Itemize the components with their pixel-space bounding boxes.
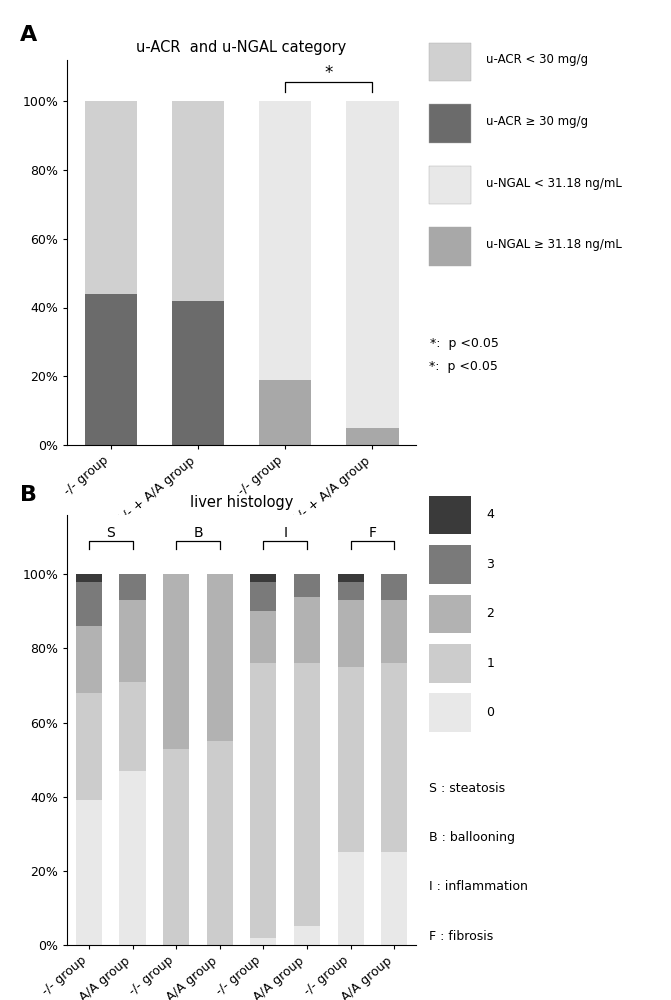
FancyBboxPatch shape	[429, 644, 470, 683]
Bar	[381, 663, 407, 852]
Bar	[172, 301, 224, 445]
Text: 3: 3	[486, 558, 495, 571]
Text: A: A	[20, 25, 38, 45]
Bar	[381, 852, 407, 945]
Bar	[346, 428, 399, 445]
Bar	[259, 380, 311, 445]
FancyBboxPatch shape	[429, 496, 470, 534]
Text: F: F	[368, 526, 376, 540]
Bar	[76, 574, 102, 582]
Title: liver histology: liver histology	[190, 495, 293, 510]
Bar	[172, 101, 224, 301]
Bar	[85, 294, 137, 445]
Text: 2: 2	[486, 607, 495, 620]
Text: 1: 1	[486, 657, 495, 670]
Bar	[76, 626, 102, 693]
Text: *: *	[325, 64, 333, 82]
Bar	[163, 574, 189, 749]
Bar	[294, 926, 320, 945]
Text: B: B	[193, 526, 203, 540]
Bar	[338, 667, 364, 852]
FancyBboxPatch shape	[429, 545, 470, 584]
FancyBboxPatch shape	[429, 227, 470, 266]
Text: u-NGAL ≥ 31.18 ng/mL: u-NGAL ≥ 31.18 ng/mL	[486, 238, 622, 251]
Bar	[163, 749, 189, 945]
FancyBboxPatch shape	[429, 43, 470, 81]
Text: I: I	[283, 526, 287, 540]
Bar	[381, 574, 407, 600]
Text: 0: 0	[486, 706, 495, 719]
FancyBboxPatch shape	[429, 166, 470, 204]
Text: *:  p <0.05: *: p <0.05	[429, 360, 499, 373]
Title: u-ACR  and u-NGAL category: u-ACR and u-NGAL category	[136, 40, 347, 55]
Bar	[338, 852, 364, 945]
Bar	[346, 101, 399, 428]
Bar	[338, 574, 364, 582]
Text: u-ACR ≥ 30 mg/g: u-ACR ≥ 30 mg/g	[486, 115, 588, 128]
Text: B : ballooning: B : ballooning	[429, 831, 515, 844]
Bar	[76, 693, 102, 800]
Text: u-NGAL < 31.18 ng/mL: u-NGAL < 31.18 ng/mL	[486, 177, 622, 190]
Bar	[119, 771, 146, 945]
Text: S : steatosis: S : steatosis	[429, 782, 505, 795]
Bar	[76, 800, 102, 945]
Bar	[250, 663, 276, 938]
Bar	[85, 101, 137, 294]
Bar	[338, 582, 364, 600]
Bar	[119, 574, 146, 600]
Bar	[250, 611, 276, 663]
Bar	[119, 600, 146, 682]
Bar	[294, 574, 320, 597]
Bar	[119, 682, 146, 771]
Text: F : fibrosis: F : fibrosis	[429, 930, 494, 943]
Bar	[207, 741, 233, 945]
FancyBboxPatch shape	[429, 595, 470, 633]
Text: u-ACR < 30 mg/g: u-ACR < 30 mg/g	[486, 53, 588, 66]
Bar	[207, 574, 233, 741]
Bar	[381, 600, 407, 663]
FancyBboxPatch shape	[429, 693, 470, 732]
Text: 4: 4	[486, 508, 495, 522]
Bar	[338, 600, 364, 667]
FancyBboxPatch shape	[429, 104, 470, 143]
Text: *:  p <0.05: *: p <0.05	[430, 337, 499, 350]
Bar	[294, 663, 320, 926]
Bar	[294, 597, 320, 663]
Bar	[250, 938, 276, 945]
Text: B: B	[20, 485, 37, 505]
Bar	[250, 582, 276, 611]
Bar	[259, 101, 311, 380]
Bar	[76, 582, 102, 626]
Bar	[250, 574, 276, 582]
Text: S: S	[106, 526, 115, 540]
Text: I : inflammation: I : inflammation	[429, 880, 528, 893]
